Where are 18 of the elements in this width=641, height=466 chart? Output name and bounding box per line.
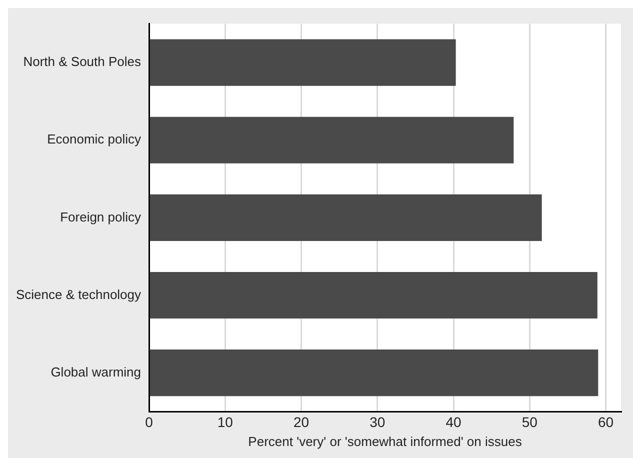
x-tick-label: 60 — [598, 414, 614, 430]
bar — [150, 116, 514, 164]
x-tick-label: 40 — [446, 414, 462, 430]
x-tick-label: 20 — [293, 414, 310, 430]
y-tick-label: North & South Poles — [23, 54, 142, 70]
y-tick-label: Foreign policy — [60, 209, 142, 224]
bar — [150, 350, 598, 396]
x-tick-label: 10 — [217, 414, 234, 430]
x-axis-title: Percent 'very' or 'somewhat informed' on issues — [248, 434, 522, 449]
y-tick-label: Economic policy — [47, 132, 142, 147]
y-tick-label: Science & technology — [16, 286, 142, 302]
x-tick-label: 30 — [370, 414, 386, 430]
bar — [150, 272, 598, 319]
bar — [150, 39, 456, 86]
y-tick-label: Global warming — [50, 364, 142, 380]
x-tick-label: 0 — [145, 414, 154, 430]
bar — [150, 194, 542, 241]
x-tick-label: 50 — [522, 414, 538, 430]
